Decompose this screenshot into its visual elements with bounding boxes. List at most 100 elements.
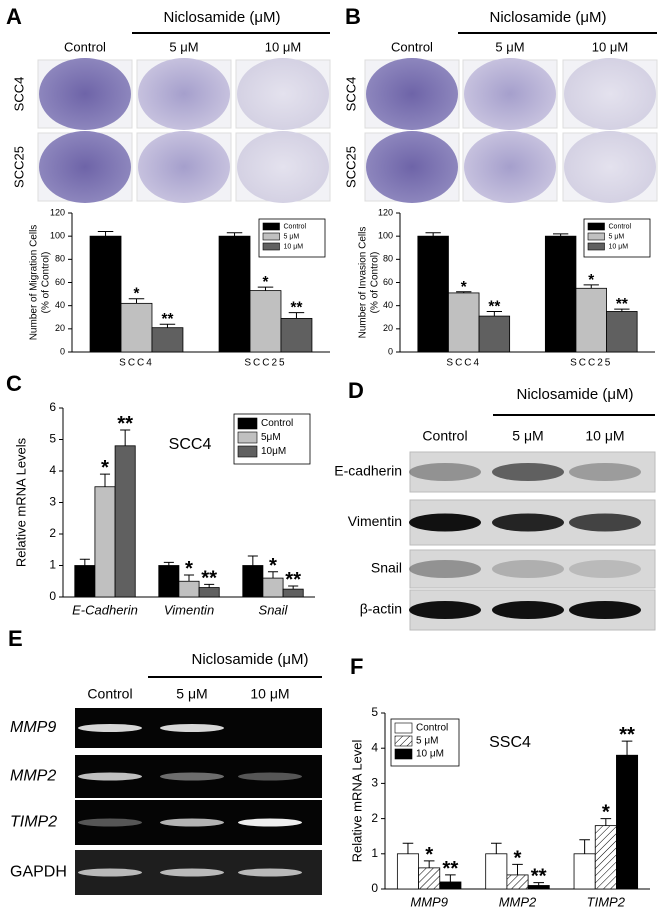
row-label: SCC4 [343,77,358,112]
error-bar [267,571,279,579]
gel-band [78,724,142,732]
bar [544,235,577,353]
bar [606,311,638,353]
bar [242,565,264,598]
row-label: TIMP2 [10,814,57,831]
error-bar [128,298,145,304]
blot-band [409,560,481,578]
y-tick-label: 20 [55,323,65,333]
legend-label: Control [284,223,307,230]
gel-band [238,772,302,781]
y-tick-label: 6 [49,400,56,414]
gel-band [160,818,224,827]
blot-band [492,560,564,578]
row-label: β-actin [360,601,402,617]
y-tick-label: 3 [371,776,378,790]
micrograph [138,131,230,203]
y-tick-label: 3 [49,495,56,509]
panel-letter: B [345,4,361,29]
y-tick-label: 60 [55,277,65,287]
micrograph [39,131,131,203]
legend-swatch [237,445,258,458]
bar [158,565,180,598]
error-bar [553,233,569,237]
significance: ** [201,567,217,589]
column-label: 10 μM [265,39,301,54]
micrograph [564,58,656,130]
bar [74,565,96,598]
significance: * [263,274,269,291]
significance: ** [442,858,458,880]
y-tick-label: 5 [371,705,378,719]
blot-band [569,601,641,619]
error-bar [491,842,502,854]
error-bar [600,818,612,826]
column-label: 5 μM [169,39,198,54]
y-tick-label: 100 [378,231,393,241]
error-bar [512,863,523,875]
significance: * [602,802,610,824]
panel-letter: A [6,4,22,29]
legend-swatch [587,232,605,241]
error-bar [423,860,435,868]
y-tick-label: 4 [371,740,378,754]
blot-band [492,513,564,532]
y-axis-title: (% of Control) [370,252,381,314]
column-label: 10 μM [250,686,289,702]
significance: ** [619,724,635,746]
column-label: 10 μM [585,428,624,444]
row-label: MMP2 [10,768,56,785]
blot-band [492,601,564,619]
significance: * [134,286,140,303]
panel-letter: C [6,371,22,396]
error-bar [614,308,630,312]
legend-swatch [394,748,413,760]
gel-band [78,772,142,781]
error-bar [226,232,243,237]
row-label: MMP9 [10,719,56,736]
row-label: Snail [371,560,402,576]
error-bar [579,839,590,854]
legend-swatch [587,222,605,231]
y-tick-label: 1 [371,846,378,860]
bar [280,318,313,353]
y-tick-label: 40 [383,300,393,310]
column-label: Control [391,39,433,54]
column-label: 5 μM [176,686,207,702]
blot-band [409,463,481,481]
legend-swatch [262,222,280,231]
legend-label: 5 μM [609,233,625,240]
y-tick-label: 120 [378,207,393,217]
bar [151,327,184,353]
y-axis-title: Relative mRNA Levels [13,437,28,567]
bar [448,292,480,353]
row-label: E-cadherin [334,463,402,479]
significance: * [425,844,433,866]
legend-label: 5 μM [284,233,300,240]
error-bar [163,561,174,566]
micrograph [464,58,556,130]
gel-band [160,772,224,781]
bar [89,235,122,353]
legend-label: 10μM [261,446,286,457]
bar [417,235,449,353]
legend-swatch [262,242,280,251]
micrograph [237,131,329,203]
bar [573,853,596,890]
error-bar [486,310,502,317]
y-tick-label: 0 [371,881,378,895]
bar [120,302,153,353]
significance: ** [488,298,500,315]
bar [439,881,462,890]
blot-band [492,463,564,481]
row-label: Vimentin [348,513,402,529]
column-label: 5 μM [495,39,524,54]
bar [478,315,511,353]
legend-swatch [394,722,413,734]
bar [396,853,419,890]
error-bar [402,842,414,854]
micrograph [366,58,458,130]
blot-band [569,513,641,532]
bar [594,825,617,890]
y-tick-label: 80 [383,254,393,264]
